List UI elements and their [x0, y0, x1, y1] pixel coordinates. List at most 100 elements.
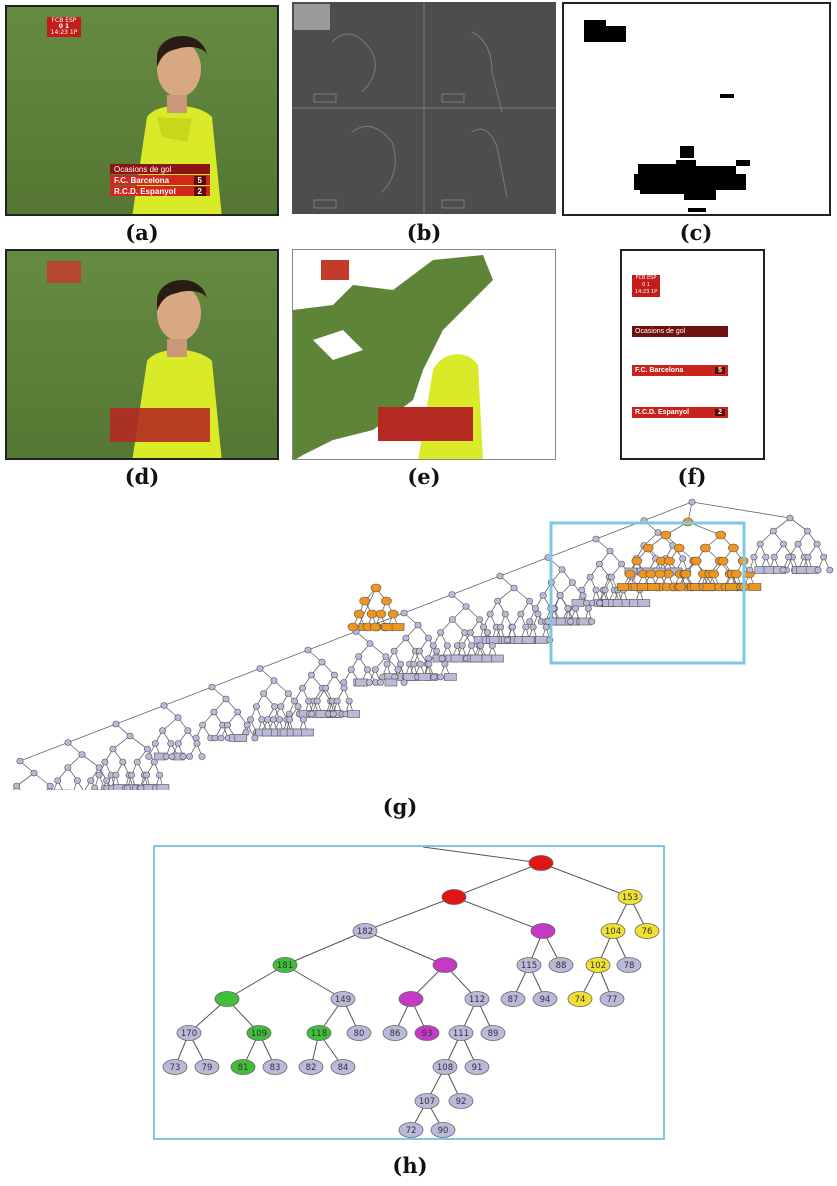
tree-node	[402, 634, 410, 642]
tree-edge	[364, 896, 455, 932]
tree-node	[826, 566, 834, 574]
tree-node	[483, 629, 491, 636]
tree-node	[73, 777, 81, 784]
tree-node	[103, 777, 111, 784]
tree-node	[143, 745, 151, 753]
tree-node	[578, 586, 586, 594]
tree-leaf-box	[347, 710, 360, 718]
tree-node	[770, 553, 778, 561]
extracted-team-2: R.C.D. Espanyol	[635, 409, 690, 416]
tree-leaf-box	[444, 673, 457, 681]
tree-node	[526, 597, 534, 605]
tree-node	[437, 673, 445, 681]
tree-node	[329, 710, 337, 718]
tree-edge	[643, 501, 693, 521]
tree-node-n3	[352, 923, 378, 939]
tree-node-label: 111	[453, 1029, 469, 1039]
tree-node	[307, 671, 315, 679]
tree-node	[642, 543, 654, 553]
tree-node	[477, 642, 485, 649]
tree-node	[617, 560, 625, 568]
tree-node	[624, 569, 636, 579]
tree-node	[592, 535, 600, 543]
tree-node-label: 72	[406, 1126, 417, 1136]
tree-node	[756, 540, 764, 548]
tree-edge	[115, 705, 165, 725]
tree-node	[193, 740, 201, 747]
tree-node-label: 149	[335, 995, 351, 1005]
tree-edge	[284, 930, 366, 966]
tree-node	[133, 758, 141, 766]
tree-node	[353, 609, 365, 619]
tree-node	[496, 572, 504, 580]
tree-node	[366, 640, 374, 647]
tree-node	[468, 642, 476, 649]
image-c-binary-mask	[562, 2, 831, 216]
tree-node	[437, 629, 445, 636]
tree-node	[192, 734, 200, 742]
tree-node	[779, 566, 787, 574]
tree-node	[308, 710, 316, 718]
tree-node	[595, 560, 603, 568]
tree-node	[54, 777, 62, 784]
tree-node	[119, 758, 127, 766]
tree-node	[690, 556, 702, 566]
tree-node	[234, 708, 242, 716]
tree-node	[382, 653, 390, 660]
zoomed-tree: 153 182 104 76 181 115 88 102 78 149 112 87 94 74 77 17…	[162, 847, 660, 1138]
tree-node	[430, 673, 438, 681]
faded-banner	[110, 408, 210, 442]
tree-node	[160, 702, 168, 709]
tree-node	[645, 569, 657, 579]
tree-node-n28	[480, 1025, 506, 1041]
tree-leaf-box	[637, 599, 651, 607]
tree-node	[390, 647, 398, 655]
tree-node-label: 86	[390, 1029, 401, 1039]
tree-node-n27	[448, 1025, 474, 1041]
tree-node	[318, 658, 326, 666]
tree-node-label: 107	[419, 1097, 435, 1107]
tree-node-label: 104	[605, 927, 621, 937]
tree-node	[448, 591, 456, 598]
tree-node	[476, 616, 484, 623]
tree-node	[112, 720, 120, 728]
caption-e: (e)	[407, 464, 441, 489]
tree-node	[275, 716, 283, 723]
tree-node-n12	[616, 957, 642, 973]
tree-node	[270, 677, 278, 684]
tree-leaf-box	[156, 784, 170, 790]
tree-node	[95, 764, 103, 771]
tree-node-label: 92	[456, 1097, 467, 1107]
tree-node	[441, 660, 449, 668]
tree-node	[91, 784, 99, 790]
tree-node-label: 118	[311, 1029, 327, 1039]
tree-node-n29	[162, 1059, 188, 1075]
tree-node	[151, 740, 159, 747]
zoom-region-box	[549, 521, 746, 665]
tree-node-n38	[448, 1093, 474, 1109]
caption-a: (a)	[125, 220, 159, 245]
tree-node	[631, 556, 643, 566]
tree-node	[746, 566, 754, 574]
tree-node	[369, 622, 381, 632]
image-f-extracted-text: FCB ESP 0 1 14:23 1P Ocasions de gol F.C…	[620, 249, 765, 460]
tree-node	[256, 665, 264, 672]
image-a-broadcast-frame: FCB ESP 0 1 14:23 1P Ocasions de gol F.C…	[5, 5, 279, 216]
tree-node-n36	[464, 1059, 490, 1075]
tree-leaf-box	[702, 583, 716, 591]
tree-node	[383, 660, 391, 668]
tree-node	[522, 623, 530, 631]
tree-node-n17	[500, 991, 526, 1007]
tree-node	[688, 498, 696, 506]
tree-node	[211, 734, 219, 742]
tree-node-n4	[530, 923, 556, 939]
tree-node	[222, 695, 230, 703]
caption-b: (b)	[406, 220, 442, 245]
hierarchy-tree-overview	[12, 498, 834, 790]
tree-node	[542, 623, 550, 631]
tree-node	[87, 777, 95, 784]
tree-edge	[403, 594, 453, 614]
tree-node	[556, 592, 564, 599]
tree-node	[814, 566, 822, 574]
tree-node-n37	[414, 1093, 440, 1109]
